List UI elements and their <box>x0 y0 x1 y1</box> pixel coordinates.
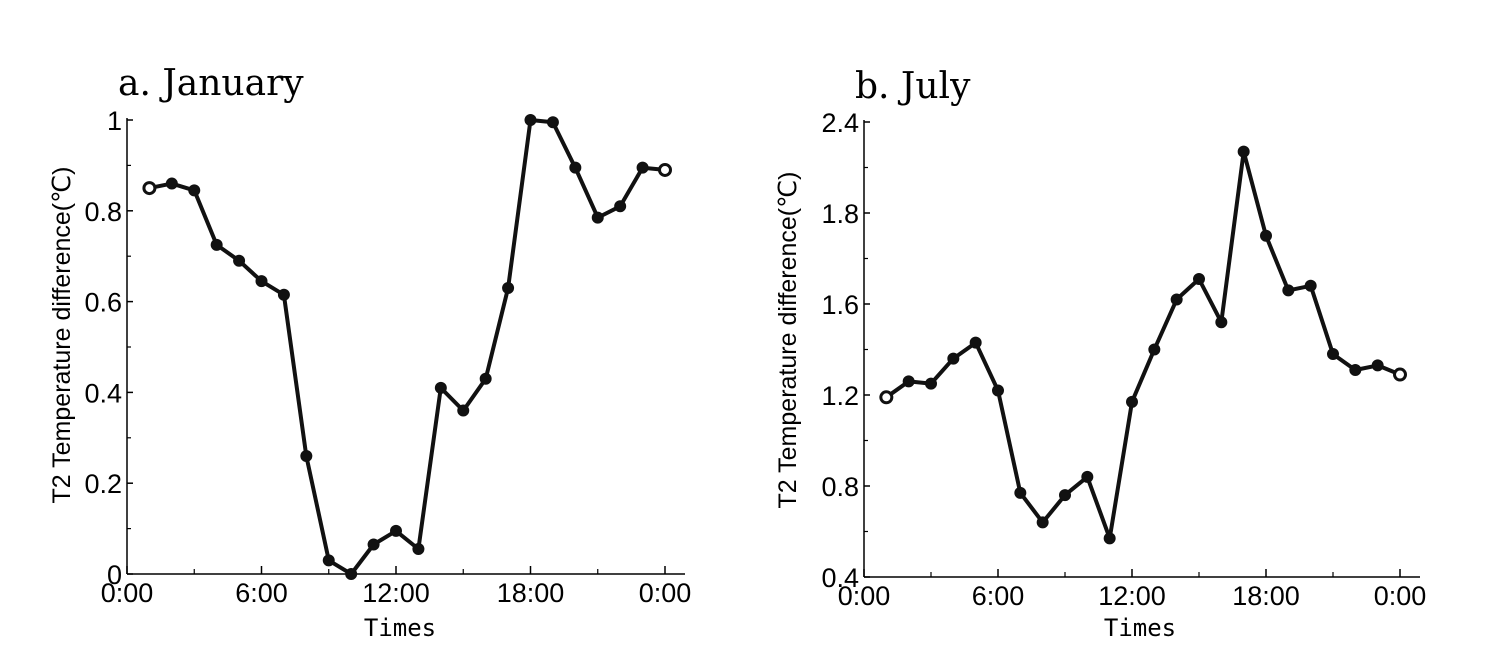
data-point <box>345 568 358 580</box>
data-point <box>1148 343 1161 356</box>
data-point <box>1304 279 1317 292</box>
data-series <box>142 114 672 580</box>
panel-title: b. July <box>855 66 971 107</box>
data-point <box>1193 272 1205 285</box>
y-axis-title: T2 Temperature difference(℃) <box>774 171 802 508</box>
data-point <box>322 554 335 567</box>
data-point <box>925 377 937 390</box>
data-point <box>277 288 290 301</box>
data-point <box>1103 532 1116 545</box>
data-point <box>367 538 380 551</box>
y-axis-title: T2 Temperature difference(℃) <box>48 166 76 503</box>
data-point <box>1393 367 1407 382</box>
y-tick-label: 0.8 <box>84 197 122 227</box>
data-point <box>636 161 649 174</box>
data-point <box>1215 316 1228 329</box>
data-point <box>1349 363 1362 376</box>
data-point <box>658 162 672 177</box>
panel-title: a. January <box>118 63 304 104</box>
data-point <box>569 161 582 174</box>
x-tick-label: 12:00 <box>1098 581 1166 611</box>
axes <box>863 120 1420 578</box>
panel-january: a. January Times T2 Temperature differen… <box>48 63 691 642</box>
y-tick-label: 0.8 <box>821 472 859 502</box>
data-point <box>1081 470 1094 483</box>
x-tick-label: 6:00 <box>972 581 1025 611</box>
data-point <box>210 238 223 251</box>
x-tick-label: 0:00 <box>838 581 891 611</box>
y-tick-label: 0.2 <box>84 469 122 499</box>
y-tick-label: 0.4 <box>84 378 122 408</box>
series-line <box>149 118 666 576</box>
x-tick-label: 18:00 <box>497 578 565 608</box>
y-tick-label: 1.8 <box>821 199 859 229</box>
data-point <box>1126 395 1138 408</box>
y-tick-label: 0.6 <box>84 288 122 318</box>
x-tick-label: 0:00 <box>639 578 692 608</box>
y-tick-label: 0 <box>107 560 122 590</box>
data-point <box>390 524 402 537</box>
x-tick-label: 18:00 <box>1232 581 1300 611</box>
data-point <box>255 275 268 288</box>
axes <box>126 118 685 575</box>
data-point <box>502 281 515 294</box>
y-tick-label: 1.6 <box>821 290 859 320</box>
data-point <box>188 184 201 197</box>
x-tick-label: 0:00 <box>101 578 154 608</box>
panel-july: b. July Times T2 Temperature difference(… <box>774 66 1426 642</box>
tick-labels: 0 0.2 0.4 0.6 0.8 1 0:00 6:00 12:00 18:00 0:00 <box>84 106 691 608</box>
y-tick-label: 1 <box>107 106 122 136</box>
data-point <box>1327 348 1339 361</box>
data-point <box>165 177 178 190</box>
y-tick-label: 0.4 <box>821 563 859 593</box>
data-point <box>614 200 627 213</box>
series-line <box>885 149 1401 541</box>
data-series <box>879 145 1407 545</box>
data-point <box>1282 284 1295 297</box>
data-point <box>947 352 960 365</box>
data-point <box>524 114 537 126</box>
data-point <box>902 375 915 388</box>
data-point <box>142 181 157 196</box>
x-tick-label: 6:00 <box>235 578 288 608</box>
data-point <box>969 336 982 349</box>
data-point <box>1170 293 1183 306</box>
data-point <box>591 211 604 224</box>
data-point <box>1260 229 1272 242</box>
data-point <box>1237 145 1250 158</box>
tick-labels: 0.4 0.8 1.2 1.6 1.8 2.4 0:00 6:00 12:00 18:00 0:00 <box>821 108 1426 611</box>
data-point <box>412 543 425 556</box>
data-point <box>434 381 447 394</box>
x-axis-title: Times <box>1104 614 1176 642</box>
y-tick-label: 1.2 <box>821 381 859 411</box>
data-point <box>457 404 470 417</box>
data-point <box>1036 516 1049 529</box>
data-point <box>992 384 1004 397</box>
data-point <box>233 254 246 267</box>
x-tick-label: 0:00 <box>1374 581 1427 611</box>
data-point <box>1371 359 1384 372</box>
x-tick-label: 12:00 <box>362 578 430 608</box>
data-point <box>300 449 313 462</box>
y-tick-label: 2.4 <box>821 108 859 138</box>
data-point <box>1059 489 1071 502</box>
x-axis-title: Times <box>364 614 436 642</box>
data-point <box>546 116 559 129</box>
data-point <box>479 372 492 385</box>
data-point <box>879 390 894 405</box>
data-point <box>1014 486 1027 499</box>
